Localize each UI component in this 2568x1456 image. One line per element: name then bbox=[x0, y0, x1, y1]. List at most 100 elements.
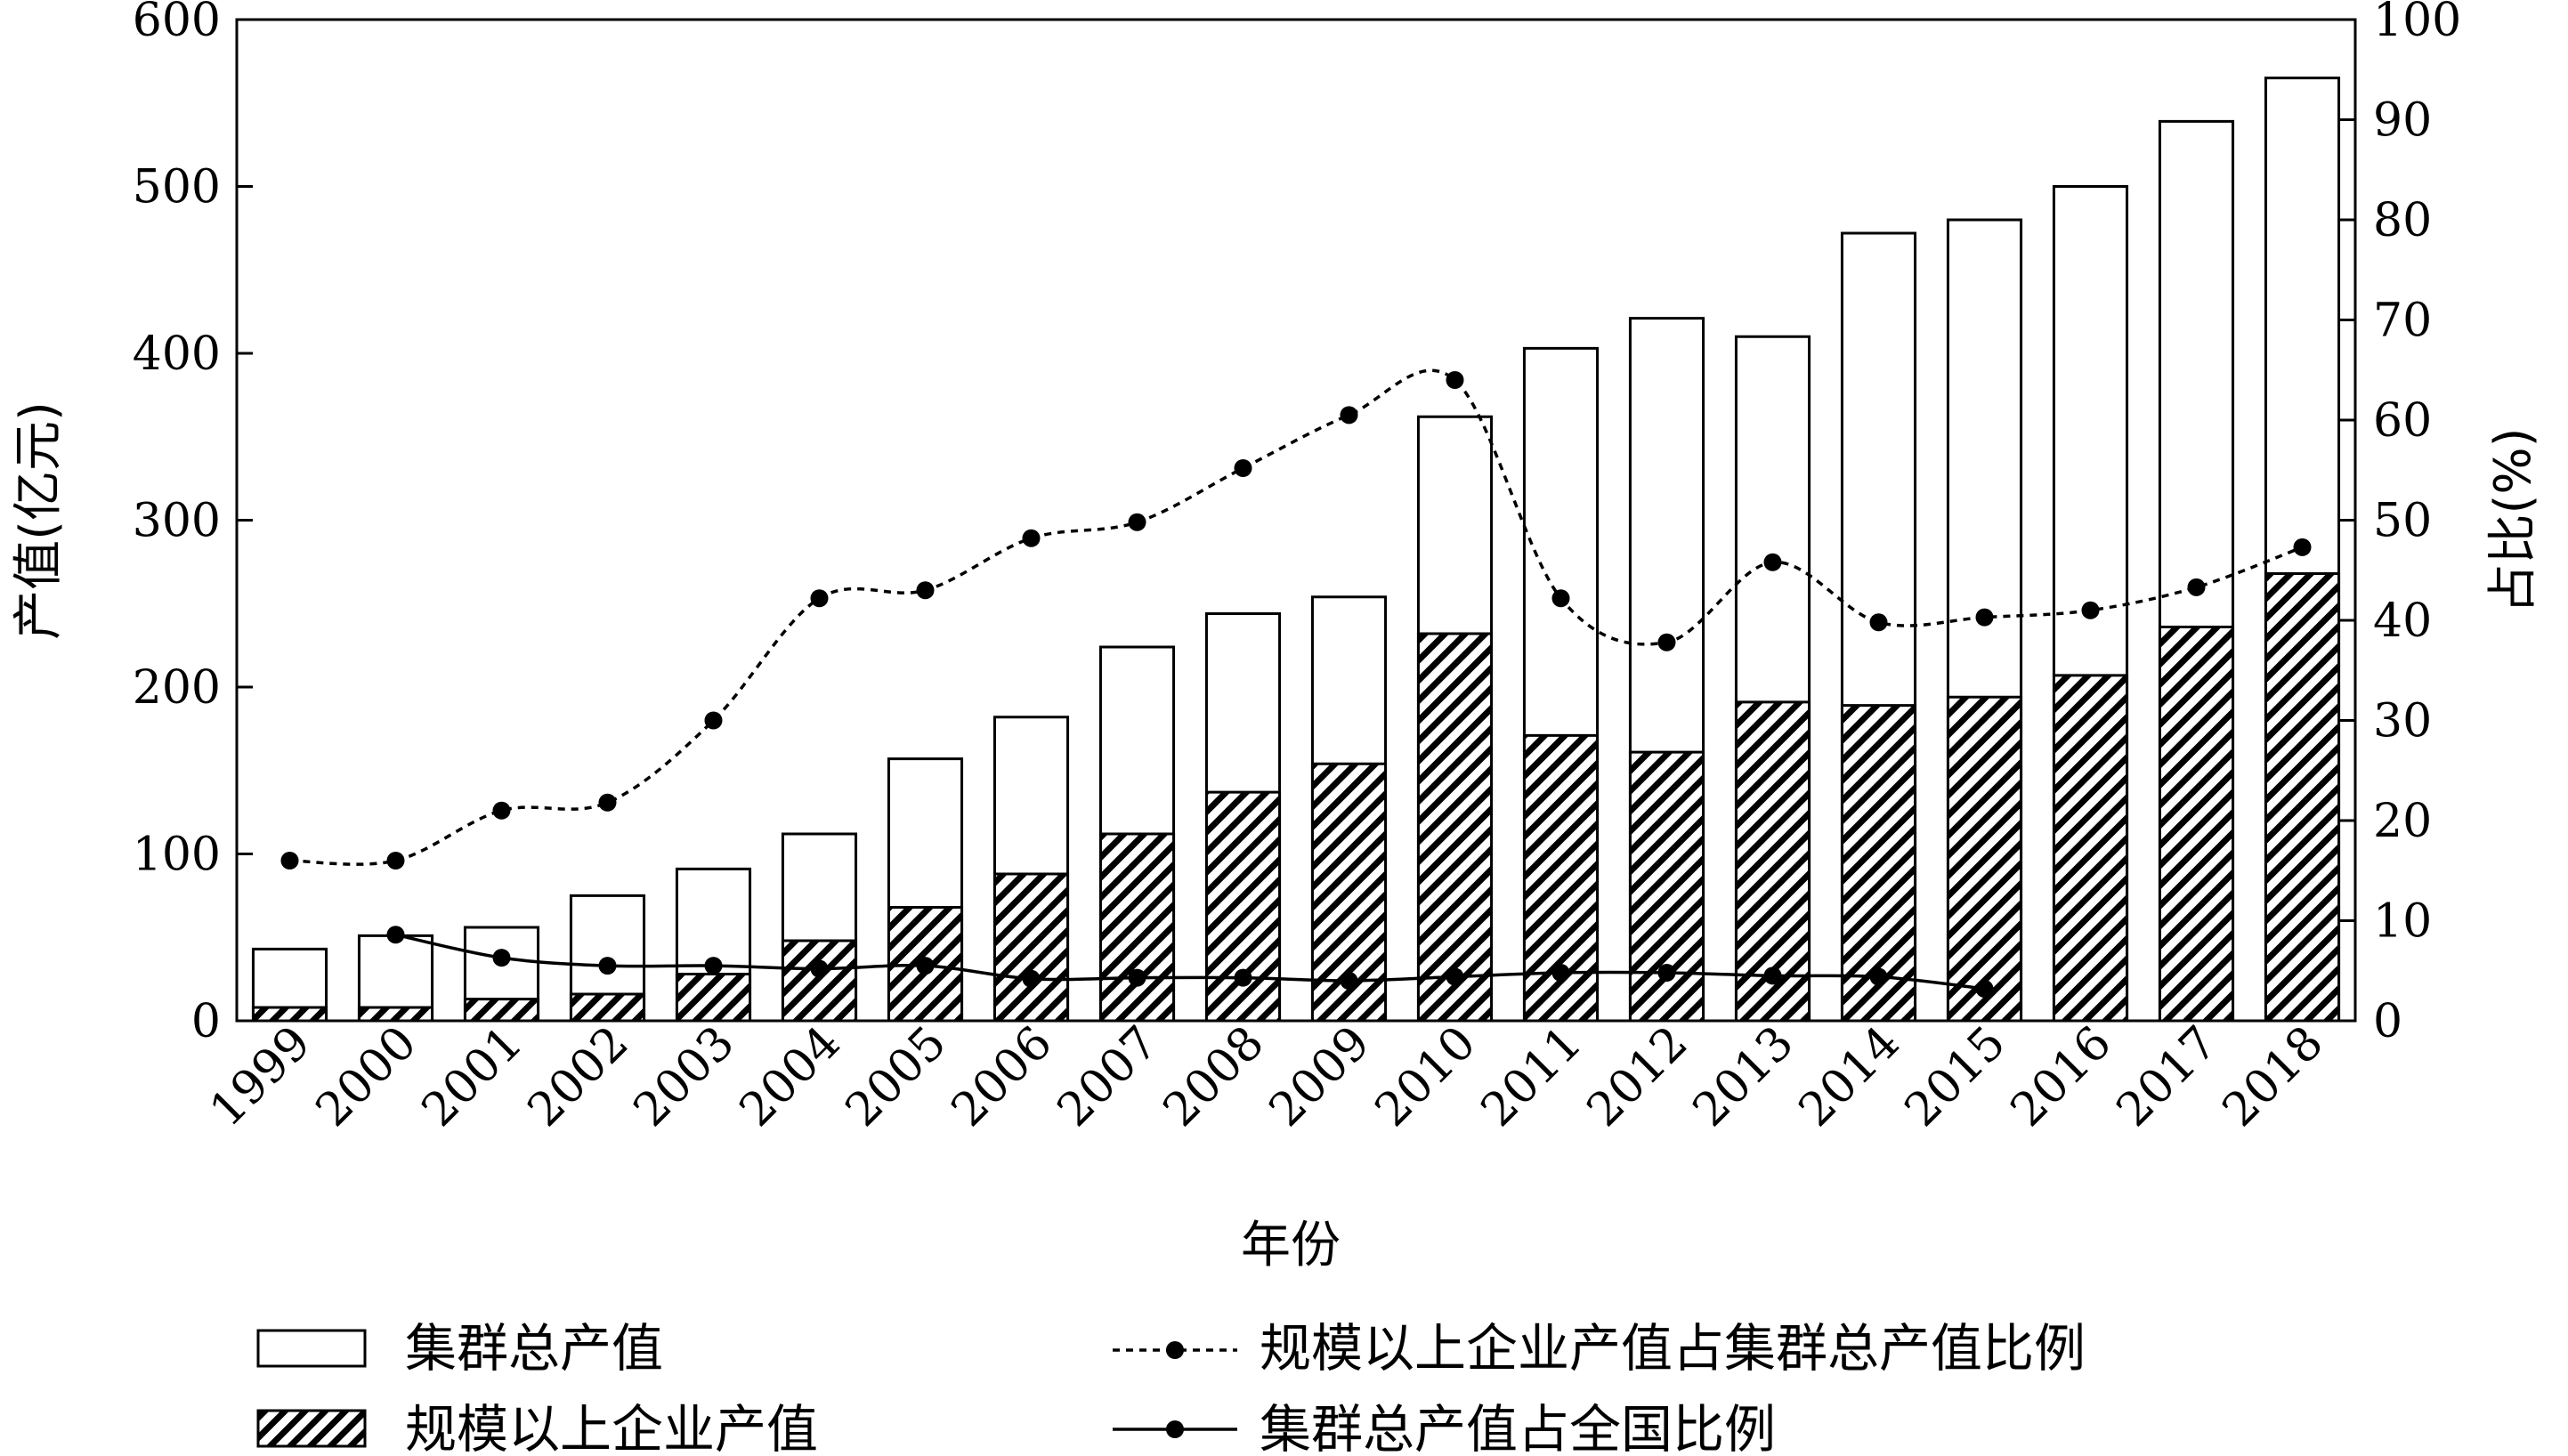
right-y-tick-label: 70 bbox=[2373, 295, 2432, 348]
large-enterprise-share-point bbox=[1763, 553, 1782, 571]
large-enterprise-output-bar bbox=[463, 998, 540, 1023]
right-y-axis-title: 占比(%) bbox=[2484, 428, 2542, 614]
national-share-point bbox=[1869, 967, 1888, 986]
large-enterprise-share-point bbox=[1446, 371, 1464, 389]
legend-marker-solid bbox=[1166, 1420, 1184, 1438]
large-enterprise-output-bar bbox=[2264, 572, 2341, 1023]
x-tick-label: 2004 bbox=[730, 1016, 851, 1137]
x-tick-label: 2018 bbox=[2213, 1016, 2334, 1137]
large-enterprise-share-point bbox=[1869, 613, 1888, 632]
legend-item-large-enterprise-share: 规模以上企业产值占集群总产值比例 bbox=[1113, 1318, 2086, 1379]
large-enterprise-share-point bbox=[386, 852, 405, 870]
legend: 集群总产值 规模以上企业产值 规模以上企业产值占集群总产值比例 集群总产值占全国… bbox=[256, 1318, 2086, 1456]
x-tick-label: 2002 bbox=[518, 1016, 639, 1137]
x-tick-label: 2005 bbox=[836, 1016, 957, 1137]
national-share-point bbox=[704, 957, 723, 975]
large-enterprise-output-bar bbox=[1946, 695, 2023, 1023]
large-enterprise-share-point bbox=[1234, 459, 1252, 477]
x-tick-label: 2015 bbox=[1895, 1016, 2016, 1137]
national-share-point bbox=[916, 957, 935, 975]
large-enterprise-share-point bbox=[2187, 578, 2206, 596]
x-tick-label: 2008 bbox=[1154, 1016, 1275, 1137]
large-enterprise-output-bar bbox=[675, 973, 752, 1023]
large-enterprise-output-bar bbox=[2052, 674, 2129, 1023]
national-share-point bbox=[386, 926, 405, 944]
legend-label-total-output: 集群总产值 bbox=[405, 1318, 663, 1379]
large-enterprise-share-point bbox=[810, 589, 829, 608]
left-y-tick-label: 600 bbox=[133, 0, 221, 47]
x-tick-label: 2016 bbox=[2001, 1016, 2122, 1137]
x-tick-label: 2001 bbox=[412, 1016, 533, 1137]
x-tick-label: 2012 bbox=[1577, 1016, 1698, 1137]
national-share-point bbox=[1446, 967, 1464, 986]
large-enterprise-share-point bbox=[1551, 589, 1570, 608]
legend-label-national-share: 集群总产值占全国比例 bbox=[1260, 1399, 1776, 1456]
large-enterprise-output-bars bbox=[251, 572, 2341, 1023]
left-y-tick-label: 200 bbox=[133, 661, 221, 715]
left-y-tick-label: 400 bbox=[133, 328, 221, 381]
plot-area bbox=[235, 18, 2357, 1023]
large-enterprise-share-point bbox=[1975, 608, 1994, 627]
national-share-point bbox=[1551, 964, 1570, 982]
national-share-point bbox=[1763, 967, 1782, 985]
legend-item-national-share: 集群总产值占全国比例 bbox=[1113, 1399, 1776, 1456]
x-tick-label: 2006 bbox=[942, 1016, 1063, 1137]
large-enterprise-share-point bbox=[1022, 529, 1041, 547]
large-enterprise-share-point bbox=[1340, 406, 1358, 425]
large-enterprise-output-bar bbox=[1098, 832, 1176, 1023]
right-y-tick-label: 50 bbox=[2373, 495, 2432, 548]
large-enterprise-share-point bbox=[1657, 633, 1676, 651]
large-enterprise-share-point bbox=[704, 711, 723, 730]
large-enterprise-share-point bbox=[916, 581, 935, 600]
national-share-point bbox=[810, 959, 829, 978]
legend-label-large-enterprise-output: 规模以上企业产值 bbox=[405, 1399, 818, 1456]
x-tick-label: 2013 bbox=[1683, 1016, 1804, 1137]
left-y-axis: 0 100 200 300 400 500 600 bbox=[133, 0, 253, 1048]
legend-label-large-enterprise-share: 规模以上企业产值占集群总产值比例 bbox=[1260, 1318, 2086, 1379]
national-share-line bbox=[386, 926, 1994, 998]
x-tick-label: 2017 bbox=[2107, 1016, 2228, 1137]
legend-item-large-enterprise-output: 规模以上企业产值 bbox=[256, 1399, 818, 1456]
left-y-tick-label: 0 bbox=[191, 995, 221, 1048]
left-y-axis-title: 产值(亿元) bbox=[10, 401, 68, 640]
national-share-point bbox=[1234, 968, 1252, 987]
right-y-tick-label: 30 bbox=[2373, 695, 2432, 748]
left-y-tick-label: 300 bbox=[133, 495, 221, 548]
large-enterprise-share-path bbox=[289, 368, 2304, 866]
x-axis-title: 年份 bbox=[1241, 1217, 1341, 1274]
right-y-tick-label: 100 bbox=[2373, 0, 2461, 47]
plot-frame bbox=[235, 18, 2357, 1023]
national-share-point bbox=[598, 957, 617, 975]
large-enterprise-output-bar bbox=[251, 1006, 328, 1023]
legend-marker-dotted bbox=[1166, 1341, 1184, 1359]
legend-swatch-hollow bbox=[256, 1329, 367, 1368]
large-enterprise-output-bar bbox=[2158, 626, 2235, 1023]
left-y-tick-label: 100 bbox=[133, 829, 221, 882]
national-share-path bbox=[395, 933, 1985, 991]
large-enterprise-share-line bbox=[280, 368, 2312, 870]
large-enterprise-share-point bbox=[2293, 538, 2312, 556]
legend-item-total-output: 集群总产值 bbox=[256, 1318, 663, 1379]
right-y-tick-label: 10 bbox=[2373, 895, 2432, 949]
x-tick-label: 2009 bbox=[1260, 1016, 1381, 1137]
large-enterprise-output-bar bbox=[569, 992, 646, 1023]
x-tick-label: 2011 bbox=[1471, 1016, 1592, 1137]
right-y-tick-label: 20 bbox=[2373, 795, 2432, 848]
large-enterprise-share-point bbox=[280, 852, 299, 870]
x-axis: 1999200020012002200320042005200620072008… bbox=[200, 1016, 2334, 1137]
right-y-tick-label: 80 bbox=[2373, 194, 2432, 247]
national-share-point bbox=[1128, 968, 1146, 987]
x-tick-label: 2014 bbox=[1789, 1016, 1910, 1137]
large-enterprise-share-point bbox=[1128, 513, 1146, 531]
large-enterprise-output-bar bbox=[992, 872, 1070, 1023]
total-output-bars bbox=[251, 77, 2341, 1023]
national-share-point bbox=[1340, 972, 1358, 990]
large-enterprise-share-point bbox=[598, 793, 617, 812]
right-y-tick-label: 40 bbox=[2373, 595, 2432, 648]
national-share-point bbox=[1657, 964, 1676, 982]
large-enterprise-share-point bbox=[2081, 601, 2100, 619]
national-share-point bbox=[1975, 980, 1994, 998]
right-y-tick-label: 90 bbox=[2373, 94, 2432, 148]
national-share-point bbox=[492, 949, 511, 967]
